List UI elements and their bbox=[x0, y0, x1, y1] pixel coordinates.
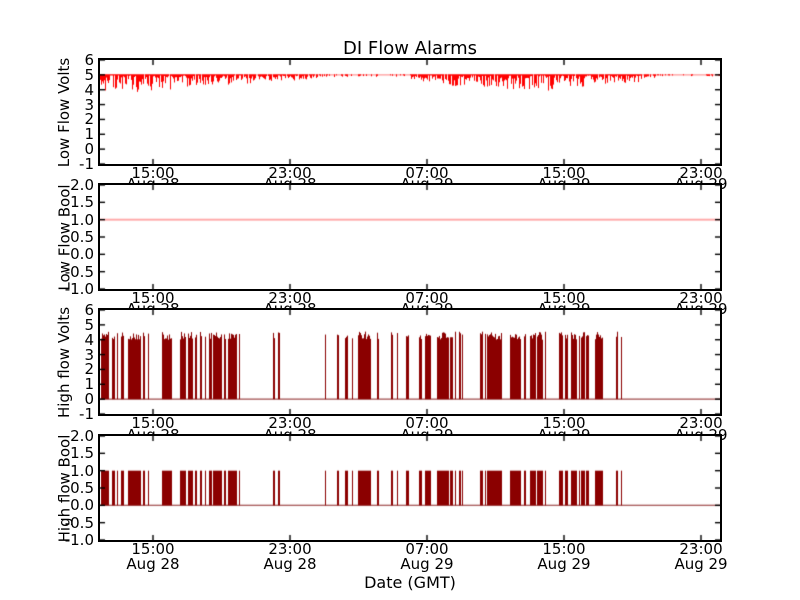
x-tick-time-label: 23:00 bbox=[679, 414, 723, 432]
subplot-low-flow-volts bbox=[98, 58, 722, 166]
x-tick-time-label: 15:00 bbox=[542, 289, 586, 307]
x-tick-date-label: Aug 29 bbox=[400, 555, 454, 573]
x-tick-time-label: 15:00 bbox=[542, 414, 586, 432]
x-tick-time-label: 23:00 bbox=[268, 289, 312, 307]
x-tick-time-label: 15:00 bbox=[542, 164, 586, 182]
low-flow-bool-plot-area bbox=[100, 185, 720, 289]
x-tick-time-label: 15:00 bbox=[131, 540, 175, 558]
x-tick-time-label: 23:00 bbox=[679, 540, 723, 558]
x-tick-time-label: 15:00 bbox=[131, 164, 175, 182]
x-tick-date-label: Aug 29 bbox=[674, 555, 728, 573]
x-tick-time-label: 15:00 bbox=[131, 289, 175, 307]
x-tick-time-label: 07:00 bbox=[405, 164, 449, 182]
subplot-low-flow-bool bbox=[98, 183, 722, 291]
x-tick-date-label: Aug 29 bbox=[537, 555, 591, 573]
low-flow-volts-plot-area bbox=[100, 60, 720, 164]
high-flow-bool-plot-area bbox=[100, 436, 720, 540]
x-tick-time-label: 15:00 bbox=[542, 540, 586, 558]
x-tick-time-label: 15:00 bbox=[131, 414, 175, 432]
subplot-high-flow-bool bbox=[98, 434, 722, 542]
x-tick-date-label: Aug 28 bbox=[263, 555, 317, 573]
x-tick-time-label: 23:00 bbox=[679, 164, 723, 182]
chart-title: DI Flow Alarms bbox=[342, 38, 478, 59]
subplot-high-flow-volts bbox=[98, 308, 722, 416]
x-tick-time-label: 23:00 bbox=[679, 289, 723, 307]
x-axis-label: Date (GMT) bbox=[364, 573, 456, 592]
high-flow-volts-plot-area bbox=[100, 310, 720, 414]
x-tick-time-label: 23:00 bbox=[268, 164, 312, 182]
x-tick-time-label: 23:00 bbox=[268, 414, 312, 432]
x-tick-time-label: 07:00 bbox=[405, 540, 449, 558]
x-tick-time-label: 23:00 bbox=[268, 540, 312, 558]
x-tick-time-label: 07:00 bbox=[405, 289, 449, 307]
x-tick-date-label: Aug 28 bbox=[126, 555, 180, 573]
x-tick-time-label: 07:00 bbox=[405, 414, 449, 432]
